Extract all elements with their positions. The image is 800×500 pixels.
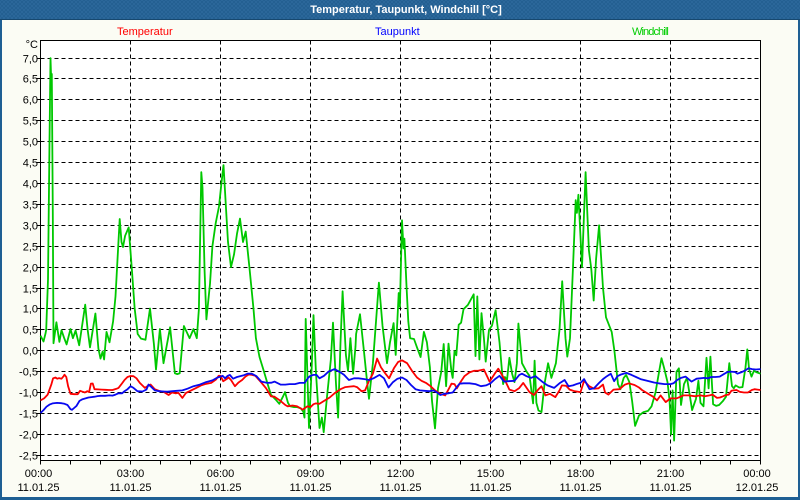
svg-text:1,0: 1,0: [23, 304, 38, 316]
svg-text:4,5: 4,5: [23, 158, 38, 170]
svg-text:15:00: 15:00: [477, 468, 505, 480]
svg-text:11.01.25: 11.01.25: [649, 482, 691, 494]
svg-text:11.01.25: 11.01.25: [17, 482, 59, 494]
svg-text:3,5: 3,5: [23, 200, 38, 212]
svg-text:00:00: 00:00: [743, 468, 771, 480]
svg-text:2,5: 2,5: [23, 242, 38, 254]
svg-text:06:00: 06:00: [207, 468, 235, 480]
svg-text:11.01.25: 11.01.25: [199, 482, 241, 494]
svg-text:6,0: 6,0: [23, 95, 38, 107]
svg-text:09:00: 09:00: [297, 468, 325, 480]
svg-text:°C: °C: [26, 39, 38, 51]
svg-text:-1,5: -1,5: [19, 409, 38, 421]
svg-text:11.01.25: 11.01.25: [559, 482, 601, 494]
svg-text:11.01.25: 11.01.25: [289, 482, 331, 494]
svg-text:6,5: 6,5: [23, 74, 38, 86]
svg-text:4,0: 4,0: [23, 179, 38, 191]
svg-text:-1,0: -1,0: [19, 388, 38, 400]
svg-text:-2,0: -2,0: [19, 430, 38, 442]
svg-text:-0,5: -0,5: [19, 367, 38, 379]
svg-text:12.01.25: 12.01.25: [736, 482, 779, 494]
svg-text:-2,5: -2,5: [19, 451, 38, 463]
svg-text:1,5: 1,5: [23, 284, 38, 296]
svg-text:21:00: 21:00: [657, 468, 685, 480]
svg-text:5,5: 5,5: [23, 116, 38, 128]
svg-text:2,0: 2,0: [23, 263, 38, 275]
svg-text:12:00: 12:00: [387, 468, 415, 480]
svg-text:0,0: 0,0: [23, 346, 38, 358]
svg-text:11.01.25: 11.01.25: [469, 482, 511, 494]
svg-text:0,5: 0,5: [23, 325, 38, 337]
svg-text:7,0: 7,0: [23, 54, 38, 66]
svg-text:11.01.25: 11.01.25: [109, 482, 151, 494]
svg-text:5,0: 5,0: [23, 137, 38, 149]
svg-text:18:00: 18:00: [567, 468, 595, 480]
svg-text:03:00: 03:00: [117, 468, 145, 480]
svg-text:00:00: 00:00: [25, 468, 53, 480]
svg-text:3,0: 3,0: [23, 221, 38, 233]
svg-text:11.01.25: 11.01.25: [379, 482, 421, 494]
